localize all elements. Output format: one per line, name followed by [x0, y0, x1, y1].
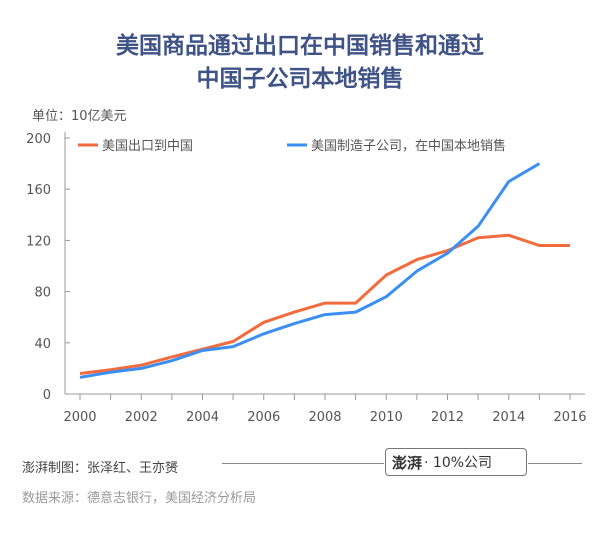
title-line-2: 中国子公司本地销售: [196, 66, 404, 92]
y-tick-label: 0: [43, 388, 51, 403]
y-tick-label: 160: [26, 183, 51, 198]
legend-label-1: 美国出口到中国: [102, 139, 193, 154]
brand-logo: 澎湃: [392, 453, 423, 472]
brand-text: · 10%公司: [424, 455, 493, 471]
y-tick-label: 200: [26, 132, 51, 147]
chart-title: 美国商品通过出口在中国销售和通过 中国子公司本地销售: [0, 30, 600, 96]
source-text: 数据来源：德意志银行，美国经济分析局: [22, 491, 257, 506]
x-tick-label: 2000: [63, 410, 96, 425]
divider-left: [222, 463, 384, 464]
x-tick-label: 2006: [247, 410, 280, 425]
x-tick-label: 2012: [431, 410, 464, 425]
x-tick-label: 2016: [553, 410, 586, 425]
series-line-2: [79, 162, 541, 379]
y-tick-label: 120: [26, 234, 51, 249]
unit-label: 单位：10亿美元: [32, 109, 127, 124]
legend-label-2: 美国制造子公司，在中国本地销售: [311, 138, 506, 154]
divider-right: [528, 463, 582, 464]
x-tick-label: 2010: [370, 410, 403, 425]
x-tick-label: 2002: [125, 410, 158, 425]
y-tick-label: 80: [34, 286, 51, 301]
series-line-1: [79, 233, 570, 375]
x-tick-label: 2004: [186, 410, 219, 425]
line-chart: 0 40 80 120 160 200 2000 2002 2004 2006 2008 2010 20…: [26, 132, 587, 425]
title-line-1: 美国商品通过出口在中国销售和通过: [116, 33, 484, 59]
credit-text: 澎湃制图：张泽红、王亦赟: [22, 461, 179, 476]
x-tick-label: 2014: [492, 410, 525, 425]
y-tick-label: 40: [34, 337, 51, 352]
x-tick-label: 2008: [308, 410, 341, 425]
brand-badge: 澎湃 · 10%公司: [385, 448, 527, 476]
